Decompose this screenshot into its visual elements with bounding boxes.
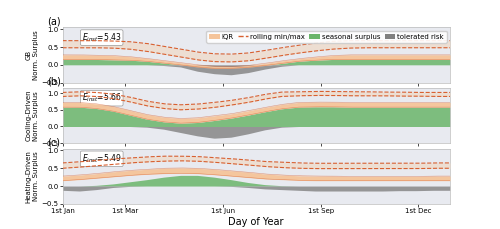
Text: $E_{inst}$=5.66: $E_{inst}$=5.66 [82,92,122,104]
Text: $E_{inst}$=5.43: $E_{inst}$=5.43 [82,31,122,44]
X-axis label: Day of Year: Day of Year [228,217,284,227]
Legend: IQR, rolling min/max, seasonal surplus, tolerated risk: IQR, rolling min/max, seasonal surplus, … [206,31,446,43]
Text: $E_{inst}$=5.49: $E_{inst}$=5.49 [82,153,122,165]
Text: (a): (a) [47,16,60,26]
Y-axis label: GB
Norm. Surplus: GB Norm. Surplus [26,30,38,80]
Text: (b): (b) [46,77,60,87]
Y-axis label: Heating-Driven
Norm. Surplus: Heating-Driven Norm. Surplus [26,150,38,203]
Y-axis label: Cooling-Driven
Norm. Surplus: Cooling-Driven Norm. Surplus [26,90,38,142]
Text: (c): (c) [48,138,60,148]
